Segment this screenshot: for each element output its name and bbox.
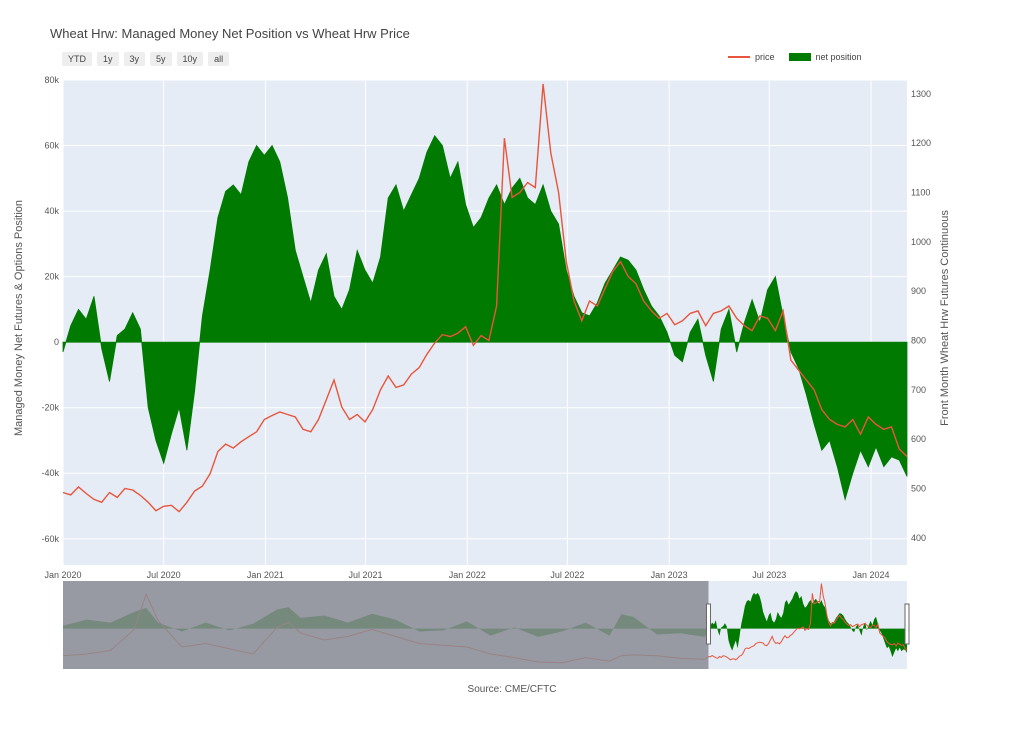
x-tick-label: Jul 2023: [752, 570, 786, 580]
x-tick-label: Jan 2022: [449, 570, 486, 580]
y2-tick-label: 1100: [911, 187, 930, 197]
navigator-right-handle[interactable]: [904, 603, 910, 645]
net-position-area-layer: [62, 134, 908, 502]
legend-item-net-position[interactable]: net position: [788, 52, 862, 62]
x-tick-label: Jan 2020: [44, 570, 81, 580]
y-tick-label: -40k: [41, 468, 59, 478]
price-line-layer: [62, 83, 908, 513]
x-tick-label: Jan 2023: [651, 570, 688, 580]
range-button-all[interactable]: all: [208, 52, 230, 66]
y2-tick-label: 400: [911, 533, 926, 543]
legend-swatch-price: [728, 56, 750, 58]
y-tick-label: -60k: [41, 534, 59, 544]
legend-label-price: price: [755, 52, 775, 62]
range-navigator[interactable]: [62, 581, 910, 669]
y2-tick-label: 700: [911, 385, 926, 395]
range-button-ytd[interactable]: YTD: [62, 52, 92, 66]
legend-item-price[interactable]: price: [728, 52, 775, 62]
y2-tick-label: 500: [911, 484, 926, 494]
x-tick-label: Jul 2022: [550, 570, 584, 580]
range-button-10y[interactable]: 10y: [176, 52, 204, 66]
x-tick-label: Jan 2021: [247, 570, 284, 580]
y2-tick-label: 800: [911, 336, 926, 346]
y2-tick-label: 900: [911, 286, 926, 296]
y-tick-label: 0: [54, 337, 59, 347]
navigator-left-handle[interactable]: [705, 603, 711, 645]
legend: price net position: [728, 52, 862, 62]
price-line: [62, 83, 908, 513]
navigator-unselected-mask: [63, 581, 709, 669]
range-selector: YTD 1y 3y 5y 10y all: [62, 52, 230, 66]
x-tick-label: Jul 2020: [147, 570, 181, 580]
y-tick-label: 80k: [44, 75, 59, 85]
x-tick-label: Jul 2021: [349, 570, 383, 580]
legend-swatch-net-position: [788, 53, 811, 61]
y-tick-label: 60k: [44, 141, 59, 151]
axes: -60k -40k -20k 0 20k 40k 60k 80k 400 500 600 700 800…: [41, 75, 931, 580]
y-axis-title-left: Managed Money Net Futures & Options Posi…: [13, 200, 25, 436]
y2-tick-label: 600: [911, 434, 926, 444]
y-tick-label: 20k: [44, 272, 59, 282]
y-tick-label: 40k: [44, 206, 59, 216]
range-button-1y[interactable]: 1y: [97, 52, 119, 66]
legend-label-net-position: net position: [815, 52, 862, 62]
y2-tick-label: 1000: [911, 237, 931, 247]
x-tick-label: Jan 2024: [853, 570, 890, 580]
y2-tick-label: 1300: [911, 89, 931, 99]
y2-tick-label: 1200: [911, 138, 931, 148]
y-tick-label: -20k: [41, 403, 59, 413]
source-note: Source: CME/CFTC: [467, 684, 557, 695]
y-axis-title-right: Front Month Wheat Hrw Futures Continuous: [939, 210, 951, 426]
range-button-5y[interactable]: 5y: [150, 52, 172, 66]
range-button-3y[interactable]: 3y: [123, 52, 146, 66]
net-position-area: [62, 134, 908, 502]
chart-title: Wheat Hrw: Managed Money Net Position vs…: [50, 26, 410, 41]
